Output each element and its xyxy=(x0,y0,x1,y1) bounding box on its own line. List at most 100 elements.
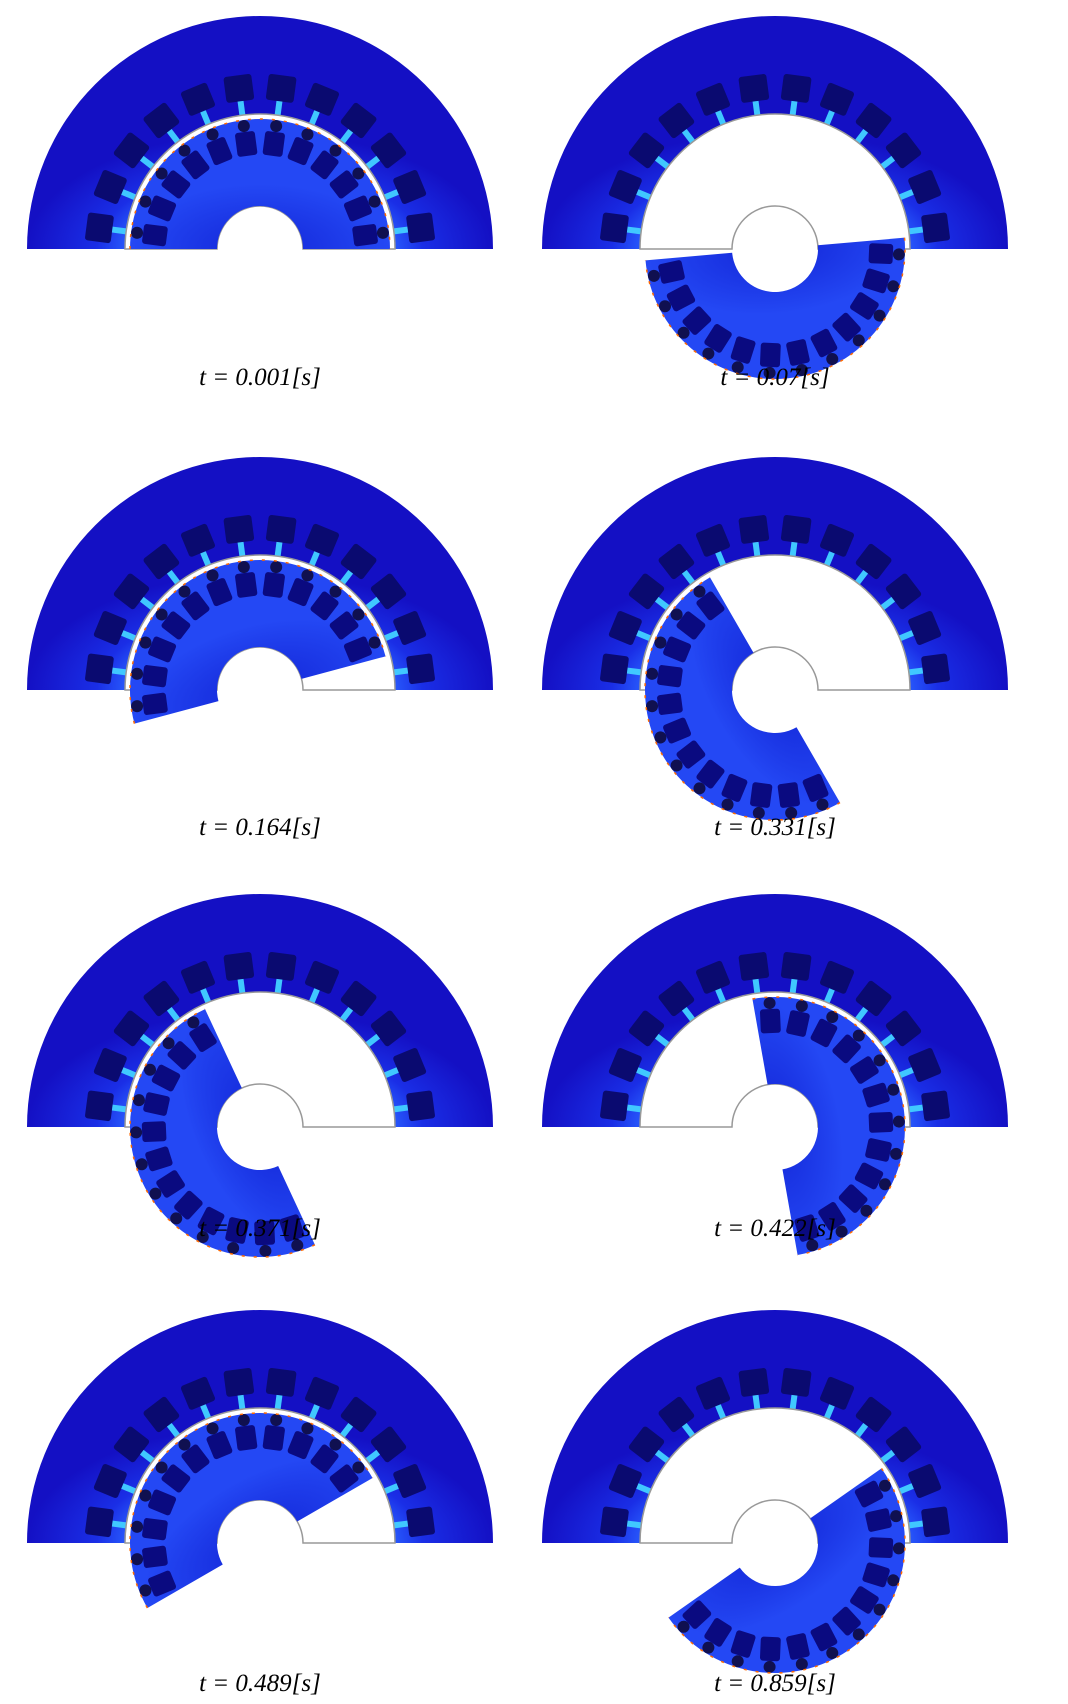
rotor-bar xyxy=(892,1115,905,1128)
rotor-slot xyxy=(142,1518,168,1541)
rotor-bar xyxy=(670,608,683,621)
stator-slot xyxy=(265,515,297,544)
stator xyxy=(27,16,493,249)
stator-slot xyxy=(600,653,629,685)
rotor-slot xyxy=(287,137,314,166)
stator xyxy=(27,457,493,690)
stator-tooth-gap xyxy=(139,1033,155,1048)
rotor-bar xyxy=(795,999,808,1012)
stator-slot xyxy=(113,132,150,169)
stator-slot xyxy=(921,1506,950,1538)
rotor-slot xyxy=(142,224,168,247)
rotor-bar xyxy=(206,1422,219,1435)
rotor-slot xyxy=(802,773,829,802)
stator xyxy=(27,1310,493,1543)
stator-tooth-gap xyxy=(393,1104,409,1113)
rotor-slot xyxy=(206,578,233,607)
stator-slot xyxy=(658,1396,695,1433)
stator-slot xyxy=(181,1376,215,1410)
rotor-slot xyxy=(759,1636,781,1662)
rotor-bar xyxy=(270,120,283,133)
stator-slot xyxy=(181,960,215,994)
stator-slot xyxy=(406,653,435,685)
rotor-slot xyxy=(161,1464,191,1493)
rotor-slot xyxy=(704,1618,732,1647)
rotor-bar xyxy=(752,806,765,819)
stator-slot xyxy=(696,523,730,557)
stator-tooth-gap xyxy=(626,1520,642,1529)
rotor xyxy=(129,1008,316,1258)
stator-tooth-gap xyxy=(200,551,212,567)
stator-slot xyxy=(93,1048,127,1082)
caption: t = 0.164[s] xyxy=(199,814,321,841)
panel xyxy=(27,457,493,724)
rotor-bar xyxy=(132,1094,145,1107)
rotor-slot xyxy=(206,137,233,166)
rotor-slot xyxy=(865,1508,892,1532)
rotor-slot xyxy=(174,1190,203,1220)
stator-tooth-gap xyxy=(898,189,914,201)
airgap xyxy=(667,1468,906,1674)
stator-tooth-gap xyxy=(681,128,696,144)
rotor-bar xyxy=(162,1037,175,1050)
airgap xyxy=(129,1412,374,1609)
rotor-slot xyxy=(868,243,894,265)
stator-tooth-gap xyxy=(908,226,924,235)
rotor-bar xyxy=(376,226,389,239)
stator-slot xyxy=(370,1010,407,1047)
rotor-bar xyxy=(131,700,144,713)
rotor-bar xyxy=(270,561,283,574)
stator-tooth-gap xyxy=(654,155,670,170)
rotor-bar xyxy=(878,1479,891,1492)
stator-tooth-gap xyxy=(365,1033,381,1048)
stator-tooth-gap xyxy=(908,1104,924,1113)
rotor-bar xyxy=(301,1422,314,1435)
rotor-slot xyxy=(352,224,378,247)
rotor-slot xyxy=(786,339,810,366)
stator-tooth-gap xyxy=(308,110,320,126)
stator-slot xyxy=(600,1090,629,1122)
rotor-slot xyxy=(141,1121,167,1143)
rotor-bar xyxy=(785,806,798,819)
rotor-slot xyxy=(235,572,258,598)
stator-slot xyxy=(658,543,695,580)
stator-tooth-gap xyxy=(274,978,283,994)
stator-tooth-gap xyxy=(139,155,155,170)
stator-tooth-gap xyxy=(383,189,399,201)
rotor-slot xyxy=(865,1138,892,1162)
rotor-slot xyxy=(287,1431,314,1460)
panel xyxy=(542,1310,1008,1674)
stator-slot xyxy=(181,82,215,116)
stator-tooth-gap xyxy=(166,1422,181,1438)
stator-slot xyxy=(658,980,695,1017)
rotor-slot xyxy=(682,306,712,335)
rotor-bar xyxy=(206,128,219,141)
stator-tooth-gap xyxy=(823,1404,835,1420)
rotor-bar xyxy=(677,326,690,339)
stator-tooth-gap xyxy=(898,1483,914,1495)
rotor-slot xyxy=(148,1489,177,1516)
stator-slot xyxy=(113,1010,150,1047)
stator-slot xyxy=(340,102,377,139)
rotor-slot xyxy=(730,336,756,364)
rotor-slot xyxy=(262,1425,285,1451)
rotor-bar xyxy=(170,1212,183,1225)
rotor-slot xyxy=(235,1425,258,1451)
stator-slot xyxy=(780,1368,812,1397)
rotor-slot xyxy=(777,782,800,808)
stator-tooth-gap xyxy=(365,1449,381,1464)
rotor-bar xyxy=(329,585,342,598)
stator-tooth-gap xyxy=(383,1067,399,1079)
rotor-slot xyxy=(862,1082,890,1108)
stator-tooth-gap xyxy=(308,1404,320,1420)
stator-tooth-gap xyxy=(339,1006,354,1022)
stator-slot xyxy=(608,611,642,645)
stator-tooth-gap xyxy=(636,189,652,201)
rotor-bar xyxy=(892,1542,905,1555)
rotor-slot xyxy=(329,611,359,640)
stator-tooth-gap xyxy=(880,596,896,611)
stator-slot xyxy=(855,543,892,580)
rotor-bar xyxy=(131,226,144,239)
rotor-bar xyxy=(237,561,250,574)
stator-tooth-gap xyxy=(715,988,727,1004)
